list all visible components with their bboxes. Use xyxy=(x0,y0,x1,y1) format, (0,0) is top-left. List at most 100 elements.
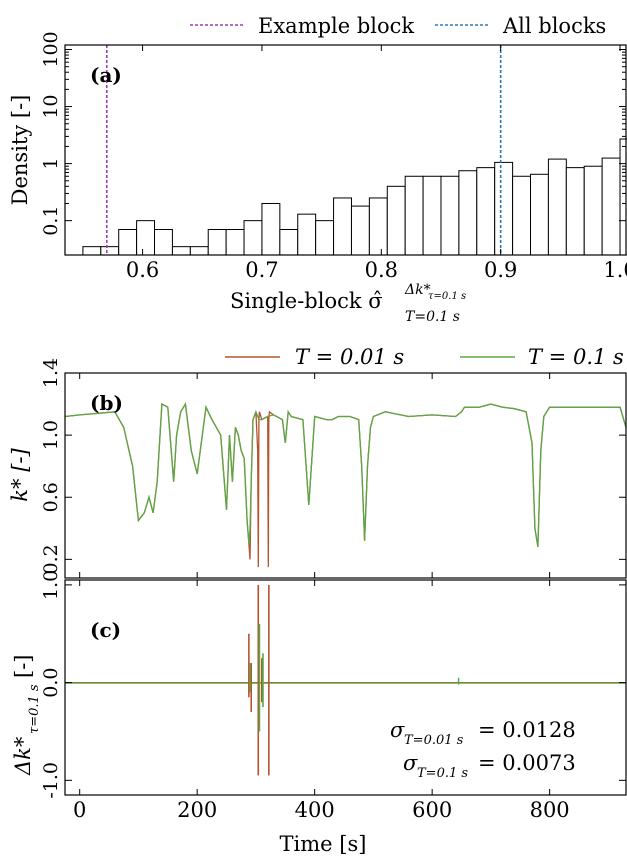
panel-b-frame xyxy=(64,372,627,579)
histogram-bar xyxy=(458,170,478,256)
panel-b-y-axis-label: k* [-] xyxy=(8,448,32,502)
y-axis-label-sub: τ=0.1 s xyxy=(27,684,42,734)
histogram-bar xyxy=(100,246,120,256)
histogram-bar xyxy=(368,197,388,256)
histogram-bar xyxy=(350,205,370,256)
x-tick-label: 0.8 xyxy=(365,258,398,282)
sigma-symbol: σ xyxy=(403,751,418,775)
histogram-bar xyxy=(279,228,299,256)
y-tick-label: 1.4 xyxy=(40,358,62,388)
legend-b: T = 0.01 s T = 0.1 s xyxy=(225,345,624,369)
histogram-bar xyxy=(136,220,156,256)
x-tick-label: 1.0 xyxy=(603,258,627,282)
legend-t001-label: T = 0.01 s xyxy=(295,345,404,369)
panel-a-label: (a) xyxy=(90,63,122,87)
panel-c-x-axis-label: Time [s] xyxy=(280,832,367,856)
x-axis-label-sub: T=0.1 s xyxy=(405,309,460,325)
series-line xyxy=(64,402,627,548)
x-axis-label-main: Single-block σ̂ xyxy=(230,289,383,313)
sigma-value: = 0.0073 xyxy=(478,751,576,775)
x-tick-label: 0.9 xyxy=(484,258,517,282)
series-line xyxy=(64,402,627,568)
histogram-bar xyxy=(386,185,406,256)
histogram-bar xyxy=(619,138,627,256)
histogram-reference-lines xyxy=(105,45,502,255)
sigma-annotation-1: σ T=0.01 s = 0.0128 xyxy=(390,718,576,748)
panel-a-x-ticks: 0.6 0.7 0.8 0.9 1.0 xyxy=(126,45,627,282)
histogram-bar xyxy=(494,161,514,256)
histogram-bar xyxy=(404,175,424,256)
y-tick-label: 0.6 xyxy=(40,482,62,512)
x-tick-label: 0.6 xyxy=(126,258,159,282)
y-tick-label: 1.0 xyxy=(40,420,62,450)
sigma-annotation-2: σ T=0.1 s = 0.0073 xyxy=(403,751,576,781)
legend-a: Example block All blocks xyxy=(190,14,606,38)
histogram-bar xyxy=(422,175,442,256)
x-tick-label: 0 xyxy=(73,798,86,822)
panel-a-histogram: 0.6 0.7 0.8 0.9 1.0 0.1 1 10 100 (a) Density [-… xyxy=(8,31,627,325)
panel-c-y-ticks: -1.0 0.0 1.0 xyxy=(40,570,626,799)
histogram-bar xyxy=(512,175,532,256)
legend-all-blocks-label: All blocks xyxy=(502,14,606,38)
histogram-bar xyxy=(315,220,335,256)
histogram-bar xyxy=(565,167,585,256)
histogram-bar xyxy=(333,197,352,256)
histogram-bar xyxy=(530,173,549,256)
histogram-bars xyxy=(82,138,627,256)
panel-c-series xyxy=(65,584,626,776)
x-tick-label: 0.7 xyxy=(245,258,278,282)
histogram-bar xyxy=(225,228,245,256)
x-tick-label: 800 xyxy=(530,798,570,822)
histogram-bar xyxy=(171,246,191,256)
x-tick-label: 400 xyxy=(295,798,335,822)
histogram-bar xyxy=(476,167,496,256)
panel-b-timeseries: 0.2 0.6 1.0 1.4 (b) k* [-] xyxy=(8,358,627,579)
histogram-bar xyxy=(82,246,102,256)
histogram-bar xyxy=(583,165,603,256)
histogram-bar xyxy=(154,228,173,256)
panel-b-y-ticks: 0.2 0.6 1.0 1.4 xyxy=(40,358,626,574)
y-tick-label: 0.2 xyxy=(40,544,62,574)
y-tick-label: 100 xyxy=(40,31,62,67)
y-axis-label-main: Δk* xyxy=(11,736,35,776)
histogram-bar xyxy=(243,220,263,256)
histogram-bar xyxy=(118,228,138,256)
x-tick-label: 600 xyxy=(412,798,452,822)
panel-c-label: (c) xyxy=(90,618,121,642)
histogram-bar xyxy=(261,202,281,256)
histogram-bar xyxy=(297,213,317,256)
y-tick-label: 10 xyxy=(40,94,62,118)
sigma-sub: T=0.01 s xyxy=(404,733,464,748)
x-axis-label-sup-sub: τ=0.1 s xyxy=(428,291,466,302)
panel-a-x-axis-label: Single-block σ̂ Δk* τ=0.1 s T=0.1 s xyxy=(230,282,466,325)
x-axis-label-sup: Δk* xyxy=(404,282,431,298)
x-tick-label: 200 xyxy=(177,798,217,822)
sigma-sub: T=0.1 s xyxy=(417,766,468,781)
panel-c-differences: -1.0 0.0 1.0 0 200 400 600 800 (c) Δk* τ=0.1 s… xyxy=(11,570,627,856)
sigma-symbol: σ xyxy=(390,718,405,742)
legend-t01-label: T = 0.1 s xyxy=(528,345,624,369)
panel-a-y-ticks: 0.1 1 10 100 xyxy=(40,31,626,236)
histogram-bar xyxy=(601,157,621,256)
panel-c-x-ticks: 0 200 400 600 800 xyxy=(73,580,570,822)
histogram-bar xyxy=(207,228,227,256)
panel-a-frame xyxy=(64,44,627,256)
panel-c-y-axis-label: Δk* τ=0.1 s [-] xyxy=(11,655,42,776)
histogram-bar xyxy=(547,158,567,256)
legend-example-block-label: Example block xyxy=(258,14,414,38)
y-tick-label: 0.0 xyxy=(40,668,62,698)
y-axis-label-unit: [-] xyxy=(11,655,35,678)
panel-a-y-axis-label: Density [-] xyxy=(8,95,32,206)
panel-b-label: (b) xyxy=(90,391,123,415)
sigma-value: = 0.0128 xyxy=(478,718,576,742)
y-tick-label: 1 xyxy=(40,158,62,170)
panel-c-frame xyxy=(64,579,627,796)
histogram-bar xyxy=(440,175,460,256)
histogram-bar xyxy=(189,246,209,256)
panel-b-series xyxy=(64,402,627,568)
y-tick-label: -1.0 xyxy=(40,762,62,799)
panel-b-x-ticks xyxy=(79,373,551,578)
y-tick-label: 0.1 xyxy=(40,206,62,236)
y-tick-label: 1.0 xyxy=(40,570,62,600)
